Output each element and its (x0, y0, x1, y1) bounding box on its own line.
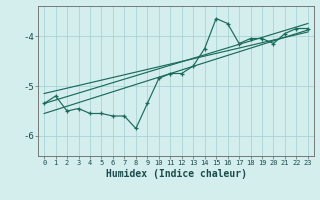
X-axis label: Humidex (Indice chaleur): Humidex (Indice chaleur) (106, 169, 246, 179)
